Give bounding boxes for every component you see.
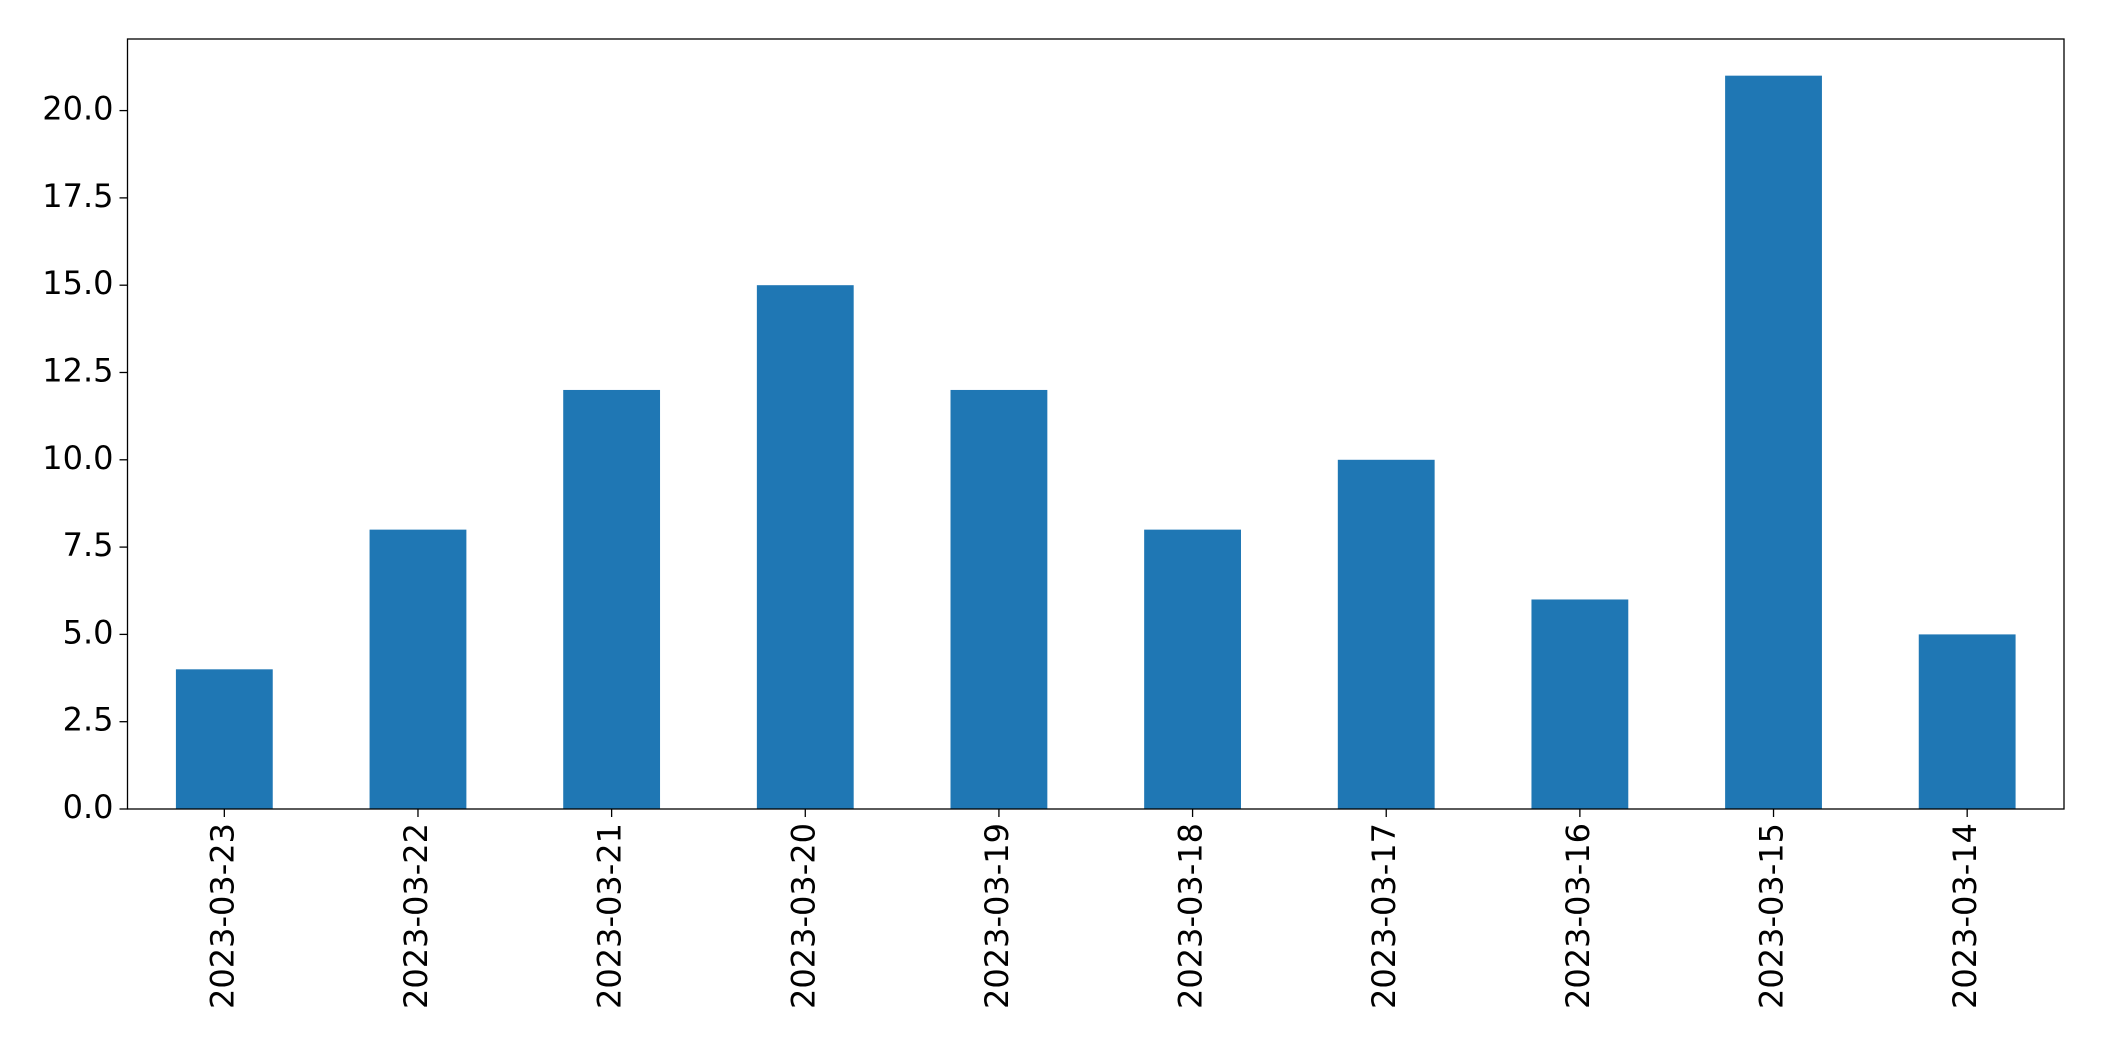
x-tick-label: 2023-03-18: [1172, 823, 1210, 1009]
x-tick-label: 2023-03-14: [1946, 823, 1984, 1009]
x-tick-label: 2023-03-21: [591, 823, 629, 1009]
bar: [563, 389, 661, 809]
bar: [950, 389, 1048, 809]
y-tick-label: 2.5: [63, 701, 114, 739]
x-tick-label: 2023-03-16: [1559, 823, 1597, 1009]
x-tick-label: 2023-03-20: [784, 823, 822, 1009]
y-tick-label: 0.0: [63, 788, 114, 826]
x-tick-label: 2023-03-19: [978, 823, 1016, 1009]
y-tick-label: 7.5: [63, 526, 114, 564]
y-tick-label: 5.0: [63, 613, 114, 651]
bar: [1725, 75, 1822, 809]
bar: [1337, 459, 1435, 809]
bar: [756, 285, 854, 809]
y-tick-label: 17.5: [42, 177, 113, 215]
plot-frame: [126, 38, 2065, 810]
y-tick-label: 15.0: [42, 264, 113, 302]
bar: [1531, 599, 1629, 809]
x-tick-label: 2023-03-23: [203, 823, 241, 1009]
y-tick-label: 12.5: [42, 351, 113, 389]
bar: [1918, 634, 2016, 809]
x-tick-label: 2023-03-22: [397, 823, 435, 1009]
bar: [369, 529, 467, 809]
bar: [175, 669, 273, 809]
y-tick-label: 20.0: [42, 90, 113, 128]
y-tick-label: 10.0: [42, 439, 113, 477]
bar: [1144, 529, 1241, 809]
x-tick-label: 2023-03-15: [1753, 823, 1791, 1009]
x-tick-label: 2023-03-17: [1365, 823, 1403, 1009]
